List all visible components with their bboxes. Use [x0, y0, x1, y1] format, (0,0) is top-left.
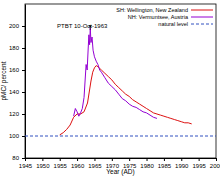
x-tick-label: 1995 [192, 163, 206, 169]
y-tick-mark [22, 92, 25, 93]
chart: 19451950 195519601965 197019751980 19851990… [0, 0, 220, 176]
x-axis: 19451950 195519601965 197019751980 19851990… [19, 158, 220, 169]
series-line [25, 136, 216, 137]
legend-swatch [191, 10, 213, 11]
x-tick-mark [216, 158, 217, 161]
x-tick-mark [181, 158, 182, 161]
x-tick: 1975 [123, 158, 137, 169]
x-tick-mark [147, 158, 148, 161]
x-tick: 1950 [36, 158, 50, 169]
x-tick: 2000 [210, 158, 220, 169]
y-tick-label: 100 [9, 133, 20, 139]
y-axis: 80 100 120 140 160 180 200 [9, 5, 26, 162]
x-tick-label: 1945 [19, 163, 33, 169]
y-tick-label: 140 [9, 89, 20, 95]
x-tick-label: 1950 [36, 163, 50, 169]
x-tick: 1985 [158, 158, 172, 169]
x-tick: 1955 [54, 158, 68, 169]
x-tick-mark [60, 158, 61, 161]
legend-label: NH: Vermuntsee, Austria [128, 14, 189, 20]
x-tick-mark [129, 158, 130, 161]
y-tick: 120 [9, 111, 25, 117]
y-tick: 140 [9, 89, 25, 95]
y-tick-mark [22, 26, 25, 27]
legend-swatch [191, 24, 213, 25]
legend: SH: Wellington, New ZealandNH: Vermuntse… [116, 7, 213, 27]
plot-frame [25, 4, 216, 158]
y-tick: 160 [9, 67, 25, 73]
x-tick: 1970 [106, 158, 120, 169]
x-tick-label: 1990 [175, 163, 189, 169]
x-tick: 1995 [192, 158, 206, 169]
x-tick-label: 1960 [71, 163, 85, 169]
y-tick: 180 [9, 45, 25, 51]
annotation: PTBT 10-Oct-1963 [57, 23, 108, 29]
x-tick-label: 2000 [210, 163, 220, 169]
y-tick: 100 [9, 133, 25, 139]
y-tick-mark [22, 114, 25, 115]
y-tick-label: 80 [12, 155, 19, 161]
annotation-arrowhead [89, 25, 92, 28]
x-tick-label: 1965 [88, 163, 102, 169]
y-tick: 200 [9, 23, 25, 29]
plot-area [25, 28, 216, 136]
x-tick: 1980 [140, 158, 154, 169]
x-tick: 1990 [175, 158, 189, 169]
x-tick: 1960 [71, 158, 85, 169]
legend-swatch [191, 17, 213, 18]
x-tick-mark [42, 158, 43, 161]
x-axis-line [26, 158, 217, 159]
y-tick: 80 [12, 155, 25, 161]
y-axis-line [25, 5, 26, 159]
y-tick-label: 160 [9, 67, 20, 73]
y-axis-title: pMC/ percent [0, 61, 8, 100]
x-tick-label: 1955 [54, 163, 68, 169]
y-tick-label: 120 [9, 111, 20, 117]
x-tick-label: 1980 [140, 163, 154, 169]
y-tick-label: 200 [9, 23, 20, 29]
y-tick-mark [22, 136, 25, 137]
x-tick-mark [77, 158, 78, 161]
x-tick-mark [94, 158, 95, 161]
x-tick-mark [164, 158, 165, 161]
x-tick: 1945 [19, 158, 33, 169]
y-tick-mark [22, 70, 25, 71]
legend-label: SH: Wellington, New Zealand [116, 7, 188, 13]
x-tick: 1965 [88, 158, 102, 169]
y-tick-label: 180 [9, 45, 20, 51]
x-tick-mark [112, 158, 113, 161]
y-tick-mark [22, 48, 25, 49]
x-tick-label: 1985 [158, 163, 172, 169]
x-tick-mark [199, 158, 200, 161]
x-axis-title: Year (AD) [106, 168, 134, 176]
series-line [74, 28, 157, 118]
legend-label: natural level [158, 21, 188, 27]
y-tick-mark [22, 158, 25, 159]
